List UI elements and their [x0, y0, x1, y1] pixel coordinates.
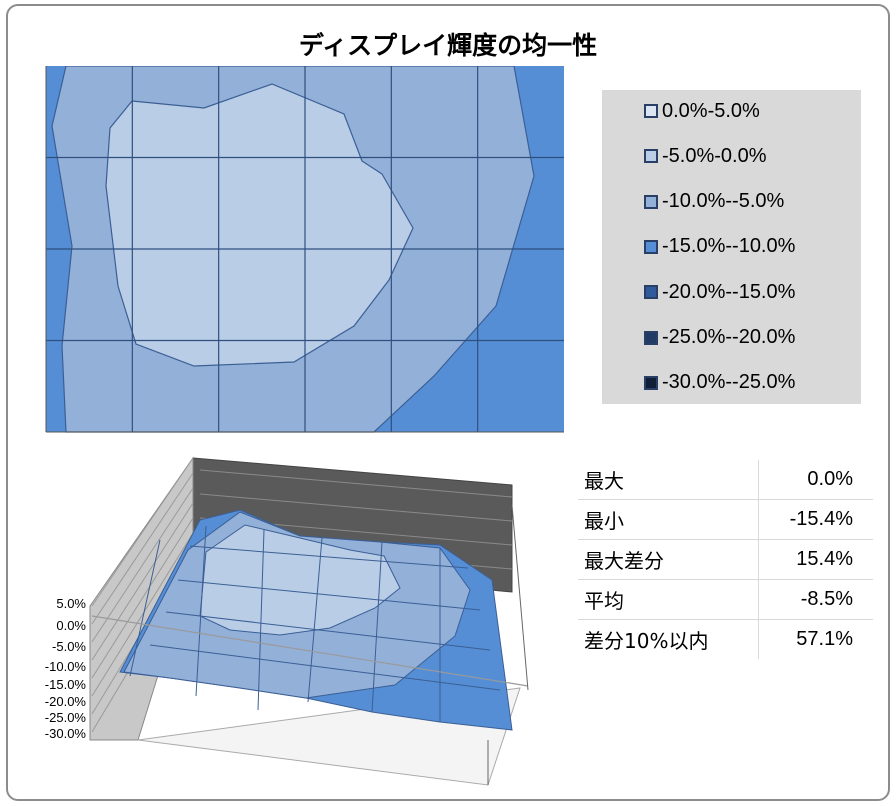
z-tick-label: 5.0% — [56, 596, 86, 611]
stats-row: 最大 0.0% — [578, 460, 873, 500]
legend-swatch — [644, 375, 658, 390]
stats-label: 最小 — [578, 499, 759, 540]
mesh-line — [257, 529, 265, 711]
stats-label: 平均 — [578, 579, 759, 620]
stats-label: 最大 — [578, 460, 759, 500]
z-tick-label: -25.0% — [45, 710, 87, 725]
side-grid — [91, 472, 194, 625]
legend-item: -25.0%--20.0% — [644, 326, 796, 349]
mesh-line — [189, 545, 469, 569]
stats-label: 最大差分 — [578, 539, 759, 580]
legend-item: -10.0%--5.0% — [644, 190, 785, 213]
stats-value: -15.4% — [758, 499, 873, 540]
legend-item: -15.0%--10.0% — [644, 235, 796, 258]
band-5-0 — [105, 83, 414, 367]
stats-row: 最小 -15.4% — [578, 499, 873, 540]
right-axis-line — [511, 504, 529, 691]
legend-swatch — [644, 330, 658, 345]
legend-swatch — [644, 104, 658, 118]
legend-item: -5.0%-0.0% — [644, 145, 767, 167]
legend-swatch — [644, 149, 658, 164]
legend-label: -10.0%--5.0% — [662, 190, 785, 213]
back-grid — [199, 469, 513, 498]
legend: 0.0%-5.0% -5.0%-0.0% -10.0%--5.0% -15.0%--1… — [602, 90, 861, 404]
stats-value: 57.1% — [796, 628, 853, 650]
mesh-line — [129, 539, 161, 677]
mesh-line — [165, 611, 491, 651]
mesh-line — [371, 541, 383, 713]
legend-label: -5.0%-0.0% — [662, 144, 767, 167]
stats-row: 差分10%以内 57.1% — [578, 619, 873, 659]
side-grid — [91, 517, 194, 679]
legend-label: -30.0%--25.0% — [662, 371, 796, 394]
z-tick-label: -30.0% — [45, 726, 87, 741]
side-grid — [91, 457, 194, 607]
legend-swatch — [644, 239, 658, 254]
stats-value: 0.0% — [758, 460, 873, 500]
side-grid — [91, 487, 194, 643]
z-tick-label: -20.0% — [45, 694, 87, 709]
side-grid — [91, 502, 194, 661]
front-grid — [91, 615, 529, 687]
stats-table: 最大 0.0% 最小 -15.4% 最大差分 15.4% 平均 -8.5% 差分10%以内 57.… — [578, 460, 873, 659]
mesh-line — [307, 537, 323, 703]
surface-chart: 5.0% 0.0% -5.0% -10.0% -15.0% -20.0%-25.0%-30… — [45, 456, 529, 786]
stats-row: 最大差分 15.4% — [578, 539, 873, 580]
z-tick-label: -5.0% — [52, 639, 86, 654]
contour-map — [45, 66, 564, 433]
z-axis-labels: 5.0% 0.0% -5.0% -10.0% -15.0% -20.0%-25.0%-30… — [45, 596, 87, 741]
back-grid — [199, 493, 513, 522]
mesh-line — [195, 525, 207, 697]
right-axis — [487, 504, 529, 785]
legend-label: -15.0%--10.0% — [662, 235, 796, 258]
mesh-line — [177, 579, 481, 611]
legend-swatch — [644, 285, 658, 300]
legend-item: -20.0%--15.0% — [644, 281, 795, 303]
mesh-line — [149, 644, 501, 691]
z-tick-label: -10.0% — [45, 659, 87, 674]
stats-row: 平均 -8.5% — [578, 579, 873, 620]
stats-label: 差分10%以内 — [578, 619, 759, 659]
z-tick-label: 0.0% — [56, 618, 86, 633]
legend-label: -25.0%--20.0% — [662, 326, 796, 348]
legend-item: -30.0%--25.0% — [644, 371, 796, 394]
chart-title: ディスプレイ輝度の均一性 — [298, 31, 598, 60]
stats-value: 15.4% — [758, 539, 873, 580]
z-tick-label: -15.0% — [45, 677, 87, 692]
legend-item: 0.0%-5.0% — [644, 100, 760, 122]
side-grid — [91, 532, 194, 697]
stats-value: -8.5% — [758, 579, 873, 620]
legend-label: -20.0%--15.0% — [662, 280, 796, 303]
surface-mesh — [91, 509, 529, 731]
legend-label: 0.0%-5.0% — [662, 99, 760, 122]
legend-swatch — [644, 194, 658, 209]
surface-band-5-0 — [199, 524, 401, 636]
